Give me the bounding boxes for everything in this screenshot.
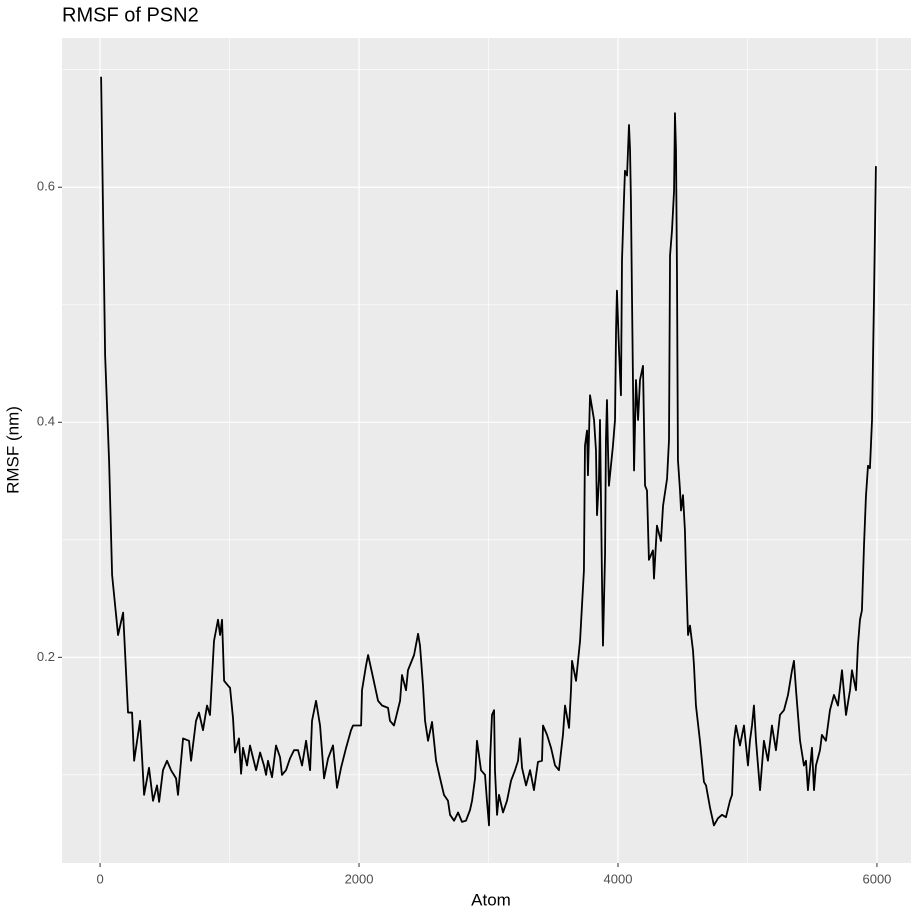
chart-title: RMSF of PSN2	[62, 4, 199, 26]
y-tick-label: 0.2	[37, 649, 55, 664]
plot-background	[62, 38, 911, 863]
x-tick-label: 0	[96, 871, 103, 886]
y-axis-label: RMSF (nm)	[3, 406, 22, 494]
data-line	[100, 76, 877, 827]
y-tick-label: 0.6	[37, 179, 55, 194]
x-axis-label: Atom	[471, 890, 511, 909]
x-tick-label: 6000	[862, 871, 891, 886]
y-tick-label: 0.4	[37, 414, 55, 429]
x-tick-label: 4000	[604, 871, 633, 886]
x-tick-label: 2000	[345, 871, 374, 886]
